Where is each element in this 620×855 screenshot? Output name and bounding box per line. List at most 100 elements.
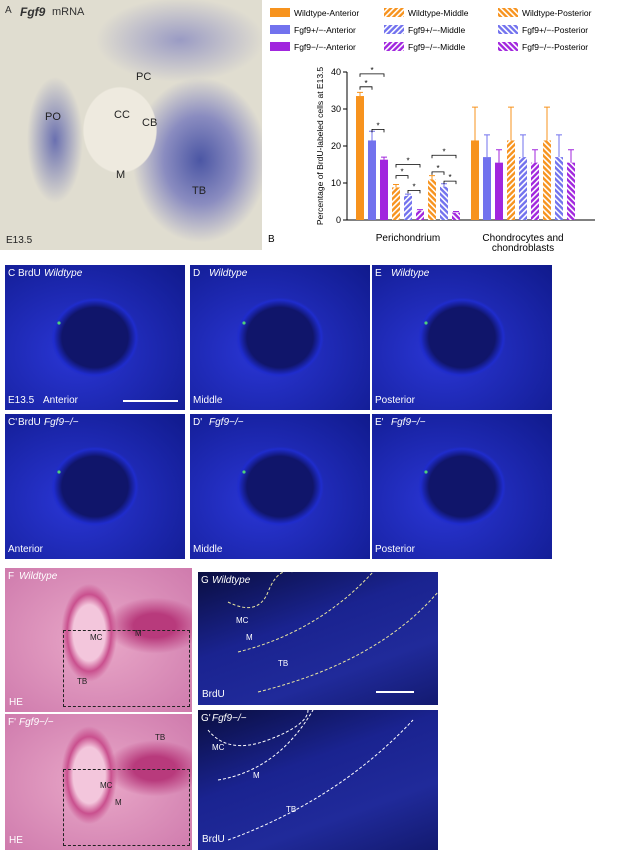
boundary-lines (207, 710, 414, 841)
significance-bracket (395, 164, 421, 168)
significance-star: * (406, 157, 409, 166)
boundary-line (227, 719, 414, 841)
bar (404, 195, 412, 220)
legend-swatch (384, 8, 404, 17)
error-bar (441, 183, 447, 187)
legend-swatch (270, 8, 290, 17)
structure-label: MC (236, 616, 249, 625)
legend-label: Fgf9+/−-Middle (408, 25, 465, 35)
significance-bracket (407, 190, 421, 194)
legend-label: Wildtype-Middle (408, 8, 469, 18)
significance-star: * (436, 164, 439, 173)
significance-star: * (442, 147, 445, 156)
legend-swatch (270, 42, 290, 51)
boundary-line (217, 710, 314, 781)
significance-bracket (359, 86, 373, 90)
brdu-image: E' Fgf9−/− Posterior (372, 414, 552, 559)
bar (416, 210, 424, 220)
legend-label: Fgf9−/−-Anterior (294, 42, 356, 52)
region-label: Middle (193, 544, 223, 555)
significance-bracket (443, 180, 457, 185)
structure-label: M (116, 169, 126, 181)
brdu-image: G Wildtype BrdU MC M TB (198, 572, 438, 705)
structure-label: M (115, 798, 122, 807)
y-tick-label: 30 (331, 104, 341, 114)
region-label: Posterior (375, 544, 416, 555)
genotype-label: Fgf9−/− (209, 417, 244, 428)
error-bar (484, 134, 490, 158)
error-bar (520, 134, 526, 158)
x-tick-label: Perichondrium (375, 233, 441, 244)
region-label: Anterior (43, 395, 79, 406)
structure-label: M (246, 633, 253, 642)
panel-letter: C' (8, 417, 18, 428)
legend-label: Fgf9+/−-Posterior (522, 25, 588, 35)
significance-bracket (431, 171, 445, 175)
structure-label: PC (136, 71, 152, 83)
y-tick-label: 10 (331, 178, 341, 188)
panel-letter: D' (193, 417, 203, 428)
stain-label: HE (9, 697, 23, 708)
structure-label: TB (192, 185, 207, 197)
stain-label: HE (9, 835, 23, 846)
panel-letter: B (268, 234, 275, 245)
significance-star: * (412, 182, 415, 191)
error-bar (496, 149, 502, 163)
y-tick-label: 40 (331, 67, 341, 77)
genotype-label: Wildtype (44, 268, 83, 279)
stain-label: BrdU (202, 689, 225, 700)
bar (495, 162, 503, 220)
significance-star: * (364, 79, 367, 88)
legend-label: Fgf9−/−-Posterior (522, 42, 588, 52)
boundary-line (257, 591, 438, 693)
bar (380, 159, 388, 220)
error-bar (369, 130, 375, 141)
bar (567, 162, 575, 220)
region-label: Middle (193, 395, 223, 406)
significance-star: * (376, 121, 379, 130)
boundary-lines (227, 572, 438, 693)
inset-box (63, 769, 190, 846)
significance-bracket (395, 175, 409, 179)
bar-chart: B Percentage of BrdU-labeled cells at E13… (268, 8, 595, 245)
he-image: F' Fgf9−/− HE MC M TB (5, 714, 192, 850)
brdu-image: D Wildtype Middle (190, 265, 370, 410)
structure-label: M (253, 771, 260, 780)
panel-letter: E (375, 268, 382, 279)
structure-label: M (135, 629, 142, 638)
bar (356, 96, 364, 220)
panel-letter: E' (375, 417, 384, 428)
bar (471, 140, 479, 220)
stain-label: BrdU (202, 834, 225, 845)
legend-label: Fgf9−/−-Middle (408, 42, 465, 52)
y-axis-label: Percentage of BrdU-labeled cells at E13.… (315, 67, 325, 226)
scale-bar (376, 691, 414, 693)
error-bar (417, 209, 423, 211)
significance-star: * (370, 66, 373, 75)
genotype-label: Fgf9−/− (212, 713, 247, 724)
genotype-label: Wildtype (209, 268, 248, 279)
error-bar (568, 149, 574, 163)
bar (483, 157, 491, 220)
bar (519, 157, 527, 220)
panel-a-image: A Fgf9 mRNA E13.5 PC CC CB PO M TB (0, 0, 262, 250)
structure-label: TB (77, 677, 88, 686)
error-bar (544, 106, 550, 141)
legend-label: Wildtype-Posterior (522, 8, 592, 18)
panel-letter: G' (201, 713, 211, 724)
error-bar (532, 149, 538, 163)
legend-swatch (384, 25, 404, 34)
bar (507, 140, 515, 220)
legend-label: Wildtype-Anterior (294, 8, 359, 18)
genotype-label: Wildtype (212, 575, 251, 586)
panel-letter: D (193, 268, 201, 279)
legend-swatch (384, 42, 404, 51)
structure-label: CB (142, 117, 158, 129)
genotype-label: Fgf9−/− (44, 417, 79, 428)
he-image: F Wildtype HE MC M TB (5, 568, 192, 712)
genotype-label: Fgf9−/− (19, 717, 54, 728)
brdu-image: D' Fgf9−/− Middle (190, 414, 370, 559)
region-label: Posterior (375, 395, 416, 406)
gene-label: Fgf9 (20, 5, 46, 19)
